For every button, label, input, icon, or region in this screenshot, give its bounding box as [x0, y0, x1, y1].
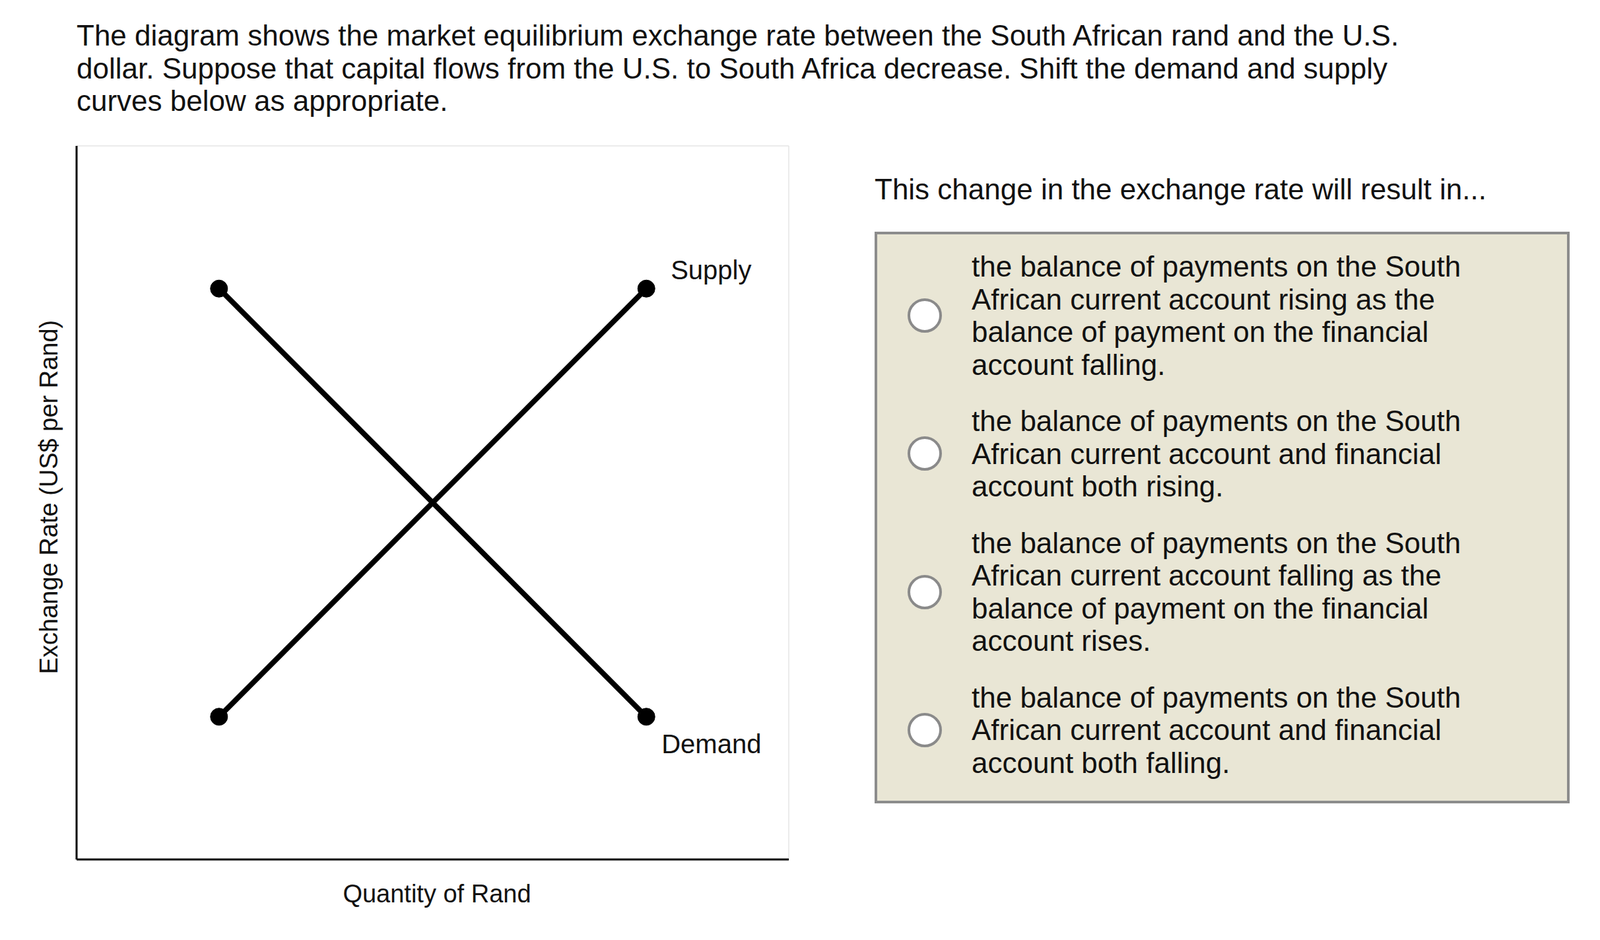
- html-text:curves below as appropriate.: curves below as appropriate.: [76, 84, 448, 117]
- html-text:balance of payment on the fina: balance of payment on the financial: [971, 315, 1429, 348]
- html-text:dollar. Suppose that capital f: dollar. Suppose that capital flows from …: [76, 51, 1388, 85]
- html-text:account both falling.: account both falling.: [971, 746, 1230, 779]
- html-text:African current account rising: African current account rising as the: [971, 282, 1435, 316]
- html-text:account falling.: account falling.: [971, 348, 1166, 381]
- html-text:African current account fallin: African current account falling as the: [971, 559, 1442, 592]
- html-text:Quantity of Rand: Quantity of Rand: [342, 879, 532, 908]
- html-text:the balance of payments on the: the balance of payments on the South: [971, 404, 1461, 437]
- html-text:Exchange Rate (US$ per Rand): Exchange Rate (US$ per Rand): [34, 319, 63, 675]
- html-text:African current account and fi: African current account and financial: [971, 713, 1442, 746]
- html-text:account both rising.: account both rising.: [971, 469, 1224, 503]
- html-text:the balance of payments on the: the balance of payments on the South: [971, 250, 1461, 283]
- html-text:The diagram shows the market e: The diagram shows the market equilibrium…: [76, 19, 1399, 52]
- html-text:the balance of payments on the: the balance of payments on the South: [971, 526, 1461, 559]
- svg-text:Demand: Demand: [661, 729, 762, 759]
- html-text:African current account and fi: African current account and financial: [971, 437, 1442, 470]
- html-text:This change in the exchange ra: This change in the exchange rate will re…: [874, 172, 1487, 206]
- html-text:the balance of payments on the: the balance of payments on the South: [971, 680, 1461, 714]
- html-text:account rises.: account rises.: [971, 624, 1151, 657]
- svg-text:Supply: Supply: [670, 255, 752, 285]
- html-text:balance of payment on the fina: balance of payment on the financial: [971, 591, 1429, 625]
